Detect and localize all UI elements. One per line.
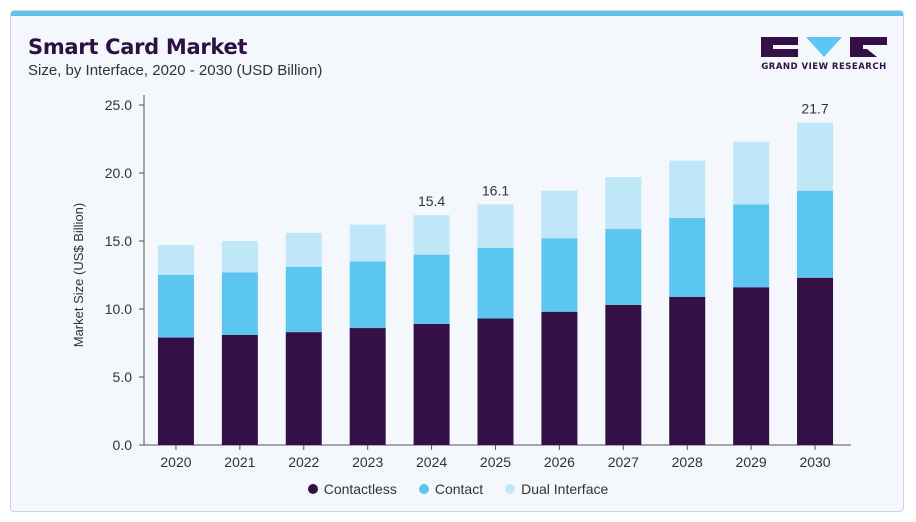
bar-contact bbox=[605, 228, 642, 305]
bar-dual-interface bbox=[605, 177, 642, 229]
bar-contactless bbox=[413, 323, 450, 445]
y-axis-label: Market Size (US$ Billion) bbox=[71, 203, 86, 348]
x-tick-label: 2027 bbox=[608, 454, 639, 470]
x-tick-label: 2020 bbox=[160, 454, 191, 470]
legend-swatch-contact bbox=[418, 484, 429, 494]
bar-contactless bbox=[605, 304, 642, 445]
legend-item-dual-interface: Dual Interface bbox=[505, 481, 608, 497]
bar-contact bbox=[157, 275, 194, 338]
x-tick-label: 2026 bbox=[544, 454, 575, 470]
accent-bar bbox=[11, 11, 903, 16]
legend-label-contactless: Contactless bbox=[323, 481, 397, 497]
x-tick-label: 2023 bbox=[352, 454, 383, 470]
bar-contact bbox=[797, 190, 834, 278]
bar-contact bbox=[669, 217, 706, 297]
bar-contact bbox=[221, 272, 258, 335]
x-tick-label: 2030 bbox=[799, 454, 830, 470]
bar-contactless bbox=[157, 337, 194, 445]
chart-legend: Contactless Contact Dual Interface bbox=[11, 481, 903, 497]
bar-contact bbox=[733, 204, 770, 288]
bar-contact bbox=[541, 238, 578, 312]
data-label: 16.1 bbox=[482, 182, 509, 198]
grand-view-research-logo: GRAND VIEW RESEARCH bbox=[759, 35, 889, 83]
logo-mark-icon bbox=[761, 37, 887, 57]
bar-contact bbox=[477, 247, 514, 319]
chart-subtitle: Size, by Interface, 2020 - 2030 (USD Bil… bbox=[28, 62, 323, 79]
bar-dual-interface bbox=[221, 241, 258, 273]
bar-dual-interface bbox=[349, 224, 386, 262]
bar-dual-interface bbox=[541, 190, 578, 239]
legend-label-dual-interface: Dual Interface bbox=[521, 481, 609, 497]
bar-contactless bbox=[221, 334, 258, 445]
x-tick-label: 2024 bbox=[416, 454, 447, 470]
stacked-bar-chart: 0.0 5.0 10.0 15.0 20.0 25.0 Market Size (US$ B… bbox=[71, 95, 851, 470]
logo-text: GRAND VIEW RESEARCH bbox=[761, 62, 887, 72]
y-tick-label: 20.0 bbox=[105, 165, 132, 181]
bar-dual-interface bbox=[669, 160, 706, 218]
bar-dual-interface bbox=[733, 141, 770, 205]
y-tick-label: 0.0 bbox=[113, 437, 133, 453]
legend-item-contact: Contact bbox=[418, 481, 484, 497]
bar-contactless bbox=[349, 328, 386, 445]
chart-title: Smart Card Market bbox=[28, 35, 248, 59]
y-tick-label: 10.0 bbox=[105, 301, 132, 317]
bar-contactless bbox=[285, 332, 322, 445]
legend-label-contact: Contact bbox=[434, 481, 484, 497]
bar-contactless bbox=[477, 318, 514, 445]
bar-contact bbox=[349, 261, 386, 329]
legend-swatch-contactless bbox=[307, 484, 318, 494]
bar-dual-interface bbox=[477, 204, 514, 248]
legend-swatch-dual-interface bbox=[505, 484, 516, 494]
x-tick-label: 2022 bbox=[288, 454, 319, 470]
y-tick-label: 5.0 bbox=[113, 369, 133, 385]
bar-contact bbox=[285, 266, 322, 333]
bar-contactless bbox=[797, 277, 834, 445]
bar-dual-interface bbox=[413, 215, 450, 255]
legend-item-contactless: Contactless bbox=[307, 481, 397, 497]
bar-contactless bbox=[669, 296, 706, 445]
x-tick-label: 2029 bbox=[736, 454, 767, 470]
y-tick-label: 25.0 bbox=[105, 97, 132, 113]
bar-contact bbox=[413, 254, 450, 324]
x-tick-label: 2025 bbox=[480, 454, 511, 470]
x-tick-label: 2028 bbox=[672, 454, 703, 470]
bar-dual-interface bbox=[285, 232, 322, 267]
bar-contactless bbox=[733, 287, 770, 445]
y-tick-label: 15.0 bbox=[105, 233, 132, 249]
bar-dual-interface bbox=[797, 122, 834, 191]
data-label: 15.4 bbox=[418, 193, 445, 209]
bar-contactless bbox=[541, 311, 578, 445]
x-tick-label: 2021 bbox=[224, 454, 255, 470]
data-label: 21.7 bbox=[801, 101, 828, 117]
bar-dual-interface bbox=[157, 245, 194, 275]
chart-card: Smart Card Market Size, by Interface, 20… bbox=[10, 10, 904, 512]
